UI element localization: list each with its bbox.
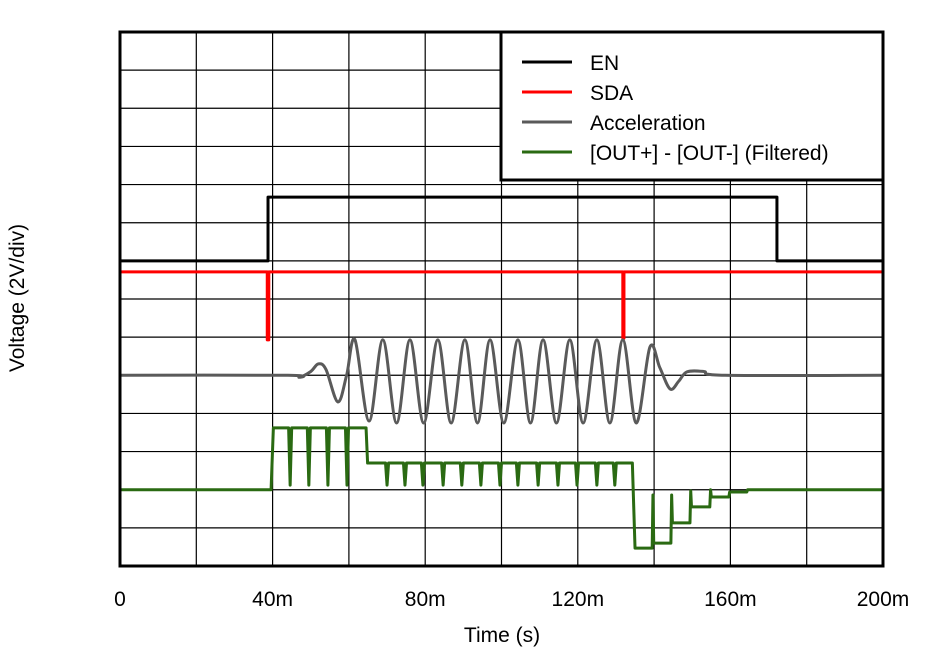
x-tick-labels: 0 40m 80m 120m 160m 200m [114, 588, 909, 611]
series-out-out-filtered-line [120, 426, 883, 550]
x-tick-label: 80m [405, 588, 446, 611]
x-tick-label: 200m [857, 588, 910, 611]
x-tick-label: 120m [552, 588, 605, 611]
series-en-line [120, 195, 883, 263]
series-acceleration-line [119, 337, 884, 425]
x-axis-label: Time (s) [464, 624, 540, 647]
legend-label: SDA [590, 82, 633, 105]
legend-label: [OUT+] - [OUT-] (Filtered) [590, 142, 829, 165]
legend-label: EN [590, 52, 619, 75]
y-axis-label: Voltage (2V/div) [6, 224, 29, 372]
x-tick-label: 160m [704, 588, 757, 611]
legend-box [499, 30, 885, 182]
legend-label: Acceleration [590, 112, 706, 135]
traces [119, 195, 884, 550]
x-tick-label: 40m [252, 588, 293, 611]
series-sda-line [120, 270, 883, 342]
x-tick-label: 0 [114, 588, 126, 611]
legend: EN SDA Acceleration [OUT+] - [OUT-] (Filter… [499, 30, 885, 182]
